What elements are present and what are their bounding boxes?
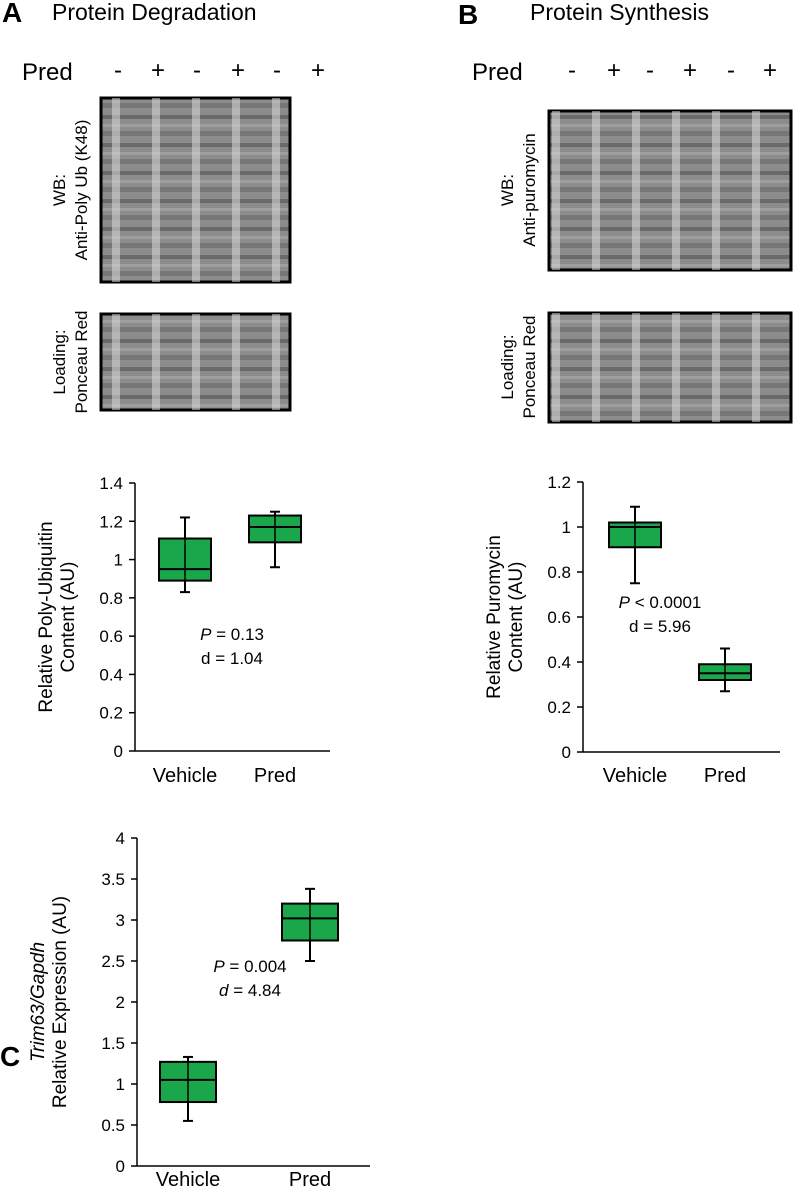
annotation-italic: d: [219, 981, 229, 1000]
y-tick-label: 0.6: [99, 627, 123, 646]
blot-label: Loading:: [50, 329, 69, 394]
y-tick-label: 0.2: [547, 698, 571, 717]
x-tick-label: Vehicle: [153, 765, 218, 787]
annotation-italic: P: [200, 625, 212, 644]
x-tick-label: Pred: [289, 1169, 331, 1191]
blot-label: Anti-puromycin: [520, 133, 539, 246]
x-tick-label: Vehicle: [603, 765, 668, 787]
y-tick-label: 3.5: [101, 870, 125, 889]
y-axis-label-text: Relative Expression (AU): [50, 896, 71, 1108]
y-tick-label: 0.5: [101, 1116, 125, 1135]
y-tick-label: 0.4: [547, 653, 571, 672]
annotation: d = 1.04: [201, 649, 263, 668]
annotation-text: = 4.84: [229, 981, 281, 1000]
lane-sign: +: [763, 57, 777, 84]
lane-sign: +: [311, 57, 325, 84]
y-axis-label: Content (AU): [506, 562, 527, 673]
y-axis-label: Trim63/Gapdh: [28, 942, 49, 1062]
y-tick-label: 0.4: [99, 665, 123, 684]
annotation-italic: P: [619, 593, 631, 612]
annotation-text: < 0.0001: [630, 593, 701, 612]
y-tick-label: 0.8: [99, 589, 123, 608]
y-axis-label-italic: Trim63/Gapdh: [28, 942, 49, 1062]
y-axis-label-text: Relative Poly-Ubiquitin: [36, 521, 57, 712]
blot-label: Loading:: [498, 334, 517, 399]
y-tick-label: 1: [116, 1075, 125, 1094]
annotation-text: d = 5.96: [629, 617, 691, 636]
y-tick-label: 2.5: [101, 952, 125, 971]
annotation-text: = 0.004: [225, 957, 287, 976]
lane-sign: -: [114, 57, 122, 84]
annotation: P = 0.004: [213, 957, 286, 976]
lane-sign: +: [231, 57, 245, 84]
blot-label: Ponceau Red: [520, 315, 539, 418]
annotation: P = 0.13: [200, 625, 264, 644]
y-tick-label: 1.4: [99, 474, 123, 493]
y-axis-label: Relative Expression (AU): [50, 896, 71, 1108]
lane-sign: -: [568, 57, 576, 84]
y-tick-label: 3: [116, 911, 125, 930]
y-tick-label: 0.8: [547, 563, 571, 582]
lane-sign: +: [607, 57, 621, 84]
y-axis-label: Relative Poly-Ubiquitin: [36, 521, 57, 712]
treatment-label: Pred: [22, 59, 73, 86]
x-tick-label: Pred: [704, 765, 746, 787]
y-axis-label-text: Content (AU): [506, 562, 527, 673]
y-tick-label: 1.2: [99, 512, 123, 531]
y-axis-label: Relative Puromycin: [484, 535, 505, 699]
panel-title: Protein Degradation: [52, 0, 257, 25]
lane-sign: -: [727, 57, 735, 84]
y-tick-label: 1: [562, 518, 571, 537]
y-tick-label: 0: [114, 742, 123, 761]
lane-sign: +: [683, 57, 697, 84]
panel-letter: B: [458, 0, 478, 30]
y-axis-label-text: Content (AU): [58, 562, 79, 673]
x-tick-label: Pred: [254, 765, 296, 787]
blot-label: WB:: [50, 174, 69, 206]
annotation-italic: P: [213, 957, 225, 976]
lane-sign: -: [646, 57, 654, 84]
annotation: P < 0.0001: [619, 593, 702, 612]
y-tick-label: 0: [562, 743, 571, 762]
annotation: d = 4.84: [219, 981, 281, 1000]
annotation: d = 5.96: [629, 617, 691, 636]
y-tick-label: 1.5: [101, 1034, 125, 1053]
y-axis-label-text: Relative Puromycin: [484, 535, 505, 699]
x-tick-label: Vehicle: [156, 1169, 221, 1191]
blot-label: Anti-Poly Ub (K48): [72, 120, 91, 261]
panel-title: Protein Synthesis: [530, 0, 709, 25]
treatment-label: Pred: [472, 59, 523, 86]
y-tick-label: 0.6: [547, 608, 571, 627]
blot-label: Ponceau Red: [72, 310, 91, 413]
lane-sign: -: [193, 57, 201, 84]
y-tick-label: 4: [116, 829, 125, 848]
panel-letter: C: [0, 1041, 20, 1072]
y-tick-label: 1.2: [547, 473, 571, 492]
blot-label: WB:: [498, 174, 517, 206]
y-tick-label: 2: [116, 993, 125, 1012]
annotation-text: d = 1.04: [201, 649, 263, 668]
y-tick-label: 1: [114, 551, 123, 570]
y-tick-label: 0.2: [99, 704, 123, 723]
lane-sign: -: [273, 57, 281, 84]
annotation-text: = 0.13: [211, 625, 263, 644]
panel-letter: A: [2, 0, 22, 28]
lane-sign: +: [151, 57, 165, 84]
blot-images: [99, 96, 793, 424]
y-tick-label: 0: [116, 1157, 125, 1176]
y-axis-label: Content (AU): [58, 562, 79, 673]
